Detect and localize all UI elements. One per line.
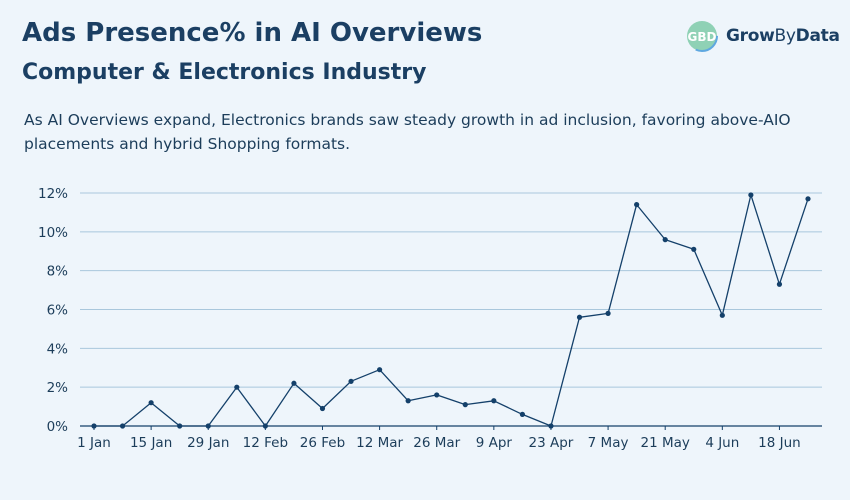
y-tick-label: 6%	[47, 303, 69, 319]
chart-description: As AI Overviews expand, Electronics bran…	[24, 111, 791, 153]
logo-mark-text: GBD	[688, 30, 717, 44]
logo-wordmark: GrowByData	[726, 26, 840, 46]
data-point	[805, 196, 811, 202]
logo-wordmark-grow: Grow	[726, 26, 775, 46]
x-tick-label: 15 Jan	[130, 435, 172, 451]
series-line	[94, 194, 809, 427]
x-tick-label: 26 Feb	[300, 435, 345, 451]
x-tick-label: 29 Jan	[187, 435, 229, 451]
data-point	[634, 202, 640, 208]
chart-gridlines	[80, 192, 822, 427]
data-point	[177, 423, 183, 429]
x-tick-label: 12 Mar	[356, 435, 403, 451]
y-tick-label: 12%	[38, 186, 68, 202]
logo-wordmark-data: Data	[795, 26, 840, 46]
data-point	[691, 246, 697, 252]
data-point	[405, 398, 411, 404]
data-point	[348, 378, 354, 384]
data-point	[576, 314, 583, 320]
y-tick-label: 8%	[47, 264, 69, 280]
y-tick-label: 0%	[47, 419, 69, 435]
data-point	[262, 423, 268, 429]
data-point	[234, 384, 240, 390]
data-point	[662, 237, 668, 243]
chart-series	[91, 192, 811, 429]
x-tick-label: 12 Feb	[243, 435, 288, 451]
growbydata-logo: GBD GrowByData	[686, 20, 840, 52]
x-axis-tick-labels: 1 Jan 15 Jan 29 Jan 12 Feb 26 Feb 12 Mar 26 Ma…	[77, 426, 801, 451]
data-point	[377, 367, 383, 373]
data-point	[519, 411, 526, 417]
growbydata-logo-icon: GBD	[686, 20, 718, 52]
data-point	[605, 310, 611, 316]
data-point	[462, 402, 468, 408]
chart-title: Ads Presence% in AI Overviews	[22, 18, 483, 48]
data-point	[776, 281, 783, 287]
chart-subtitle: Computer & Electronics Industry	[22, 60, 427, 85]
x-tick-label: 9 Apr	[476, 435, 513, 451]
data-point	[205, 423, 211, 429]
x-tick-label: 23 Apr	[529, 435, 574, 451]
data-point	[119, 423, 126, 429]
logo-wordmark-by: By	[774, 26, 796, 46]
data-point	[548, 423, 554, 429]
y-tick-label: 2%	[47, 380, 69, 396]
data-point	[748, 192, 754, 198]
x-tick-label: 1 Jan	[77, 435, 111, 451]
x-tick-label: 18 Jun	[758, 435, 801, 451]
data-point	[91, 423, 97, 429]
x-tick-label: 4 Jun	[705, 435, 739, 451]
y-axis-tick-labels: 0% 2% 4% 6% 8% 10% 12%	[38, 186, 68, 435]
data-point	[148, 400, 154, 406]
data-point	[719, 312, 725, 318]
data-point	[319, 405, 326, 412]
x-tick-label: 7 May	[588, 435, 629, 451]
y-tick-label: 10%	[38, 225, 68, 241]
data-point	[291, 380, 297, 386]
x-tick-label: 26 Mar	[413, 435, 460, 451]
data-point	[491, 398, 497, 404]
x-tick-label: 21 May	[641, 435, 690, 451]
y-tick-label: 4%	[47, 341, 69, 357]
data-point	[434, 392, 440, 398]
